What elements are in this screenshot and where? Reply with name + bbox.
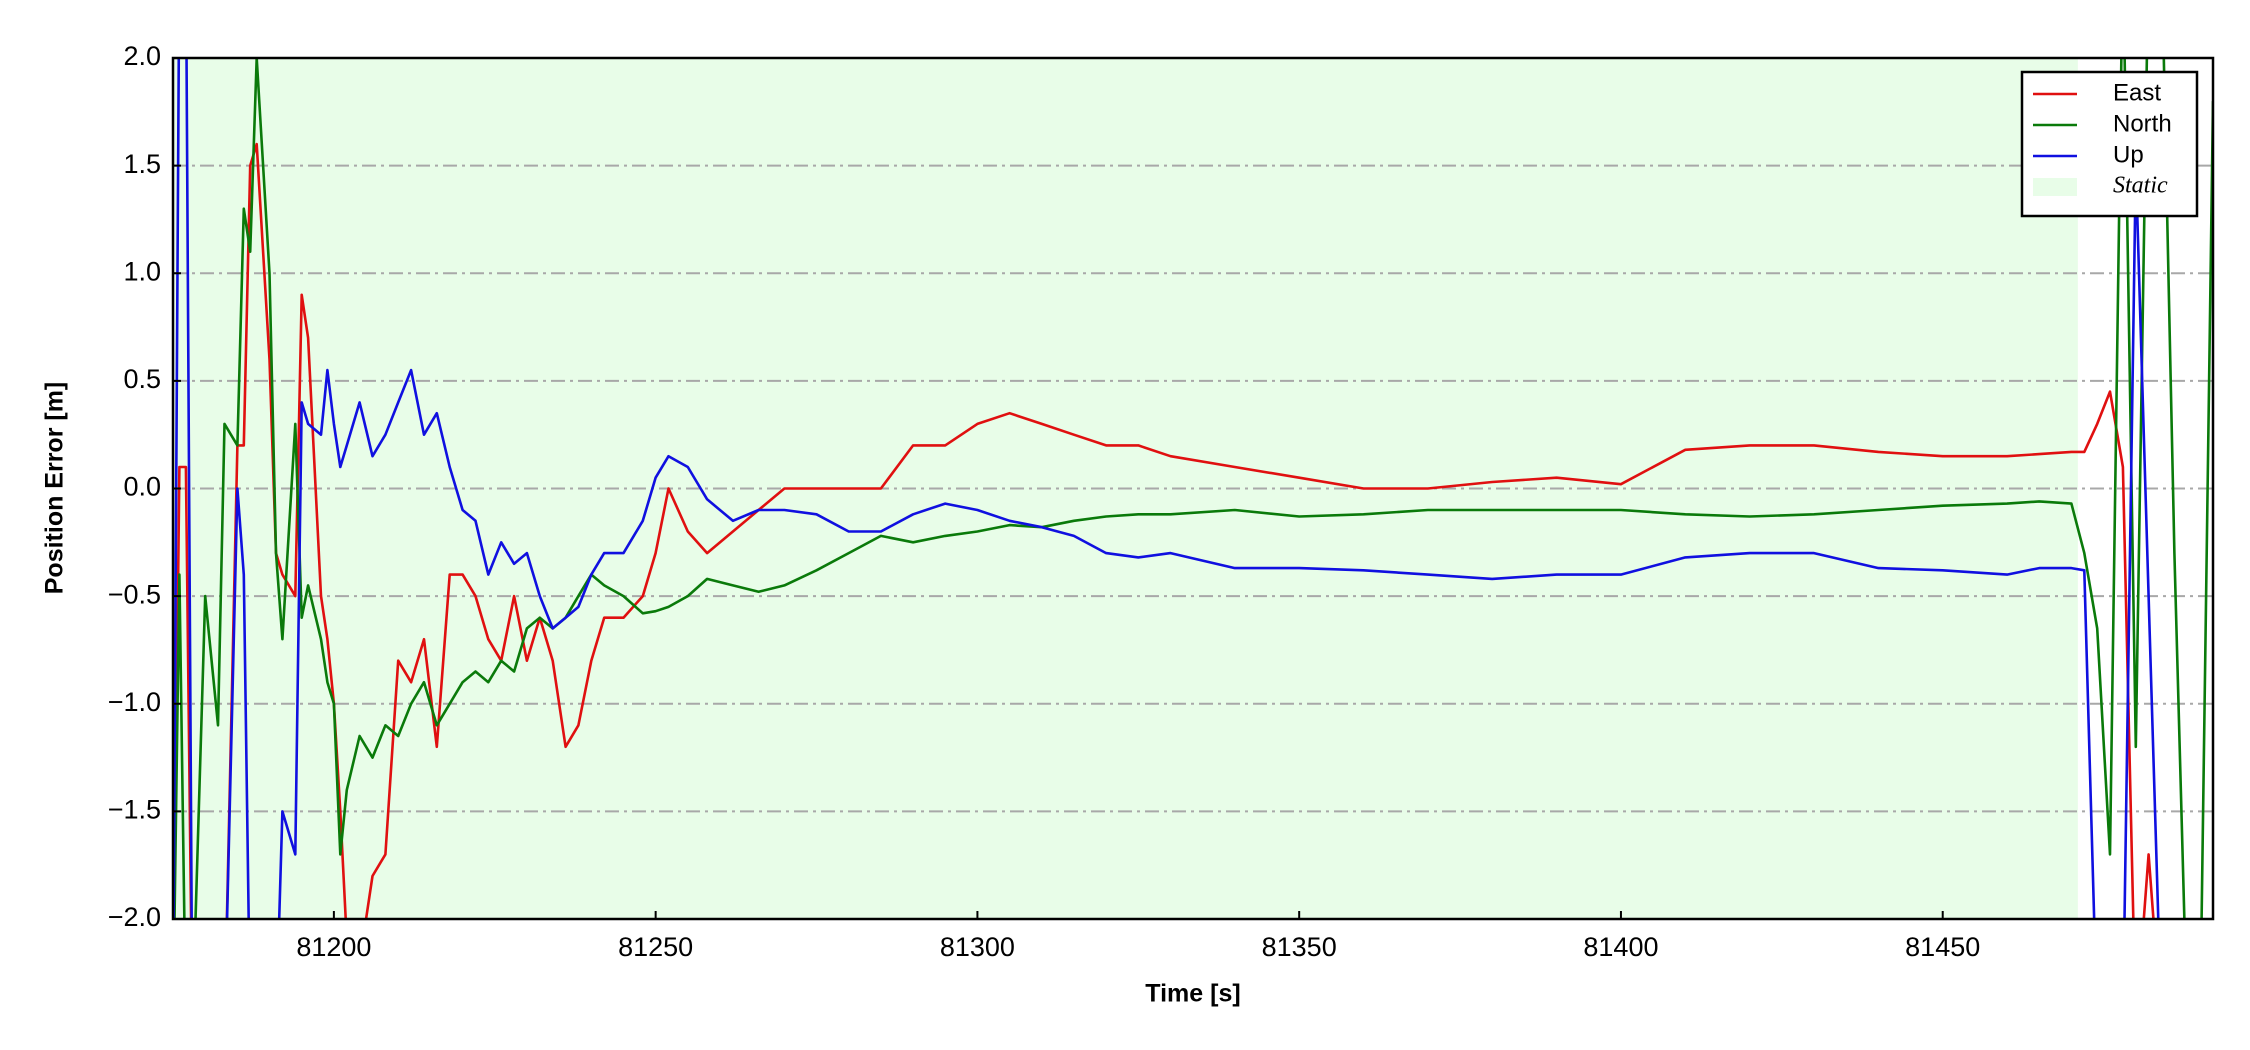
axes: −2.0 −1.5 −1.0 −0.5 0.0 0.5 1.0 1.5 2.0 81200 8125… [108, 41, 2215, 962]
series-line [173, 58, 2160, 919]
x-tick-label: 81300 [940, 932, 1015, 962]
legend-label: Up [2113, 141, 2144, 168]
plot-frame [171, 56, 2215, 921]
x-axis-label: Time [s] [1145, 980, 1240, 1008]
legend-label: Static [2113, 173, 2168, 199]
y-tick-label: 1.0 [123, 256, 161, 286]
y-tick-label: −2.0 [108, 902, 161, 932]
legend-label: North [2113, 110, 2172, 137]
y-axis-label: Position Error [m] [41, 382, 69, 595]
y-tick-label: −1.5 [108, 795, 161, 825]
grid [173, 164, 2213, 813]
series-line [173, 142, 2155, 919]
x-tick-label: 81400 [1583, 932, 1658, 962]
x-tick-label: 81250 [618, 932, 693, 962]
y-tick-label: −1.0 [108, 687, 161, 717]
legend-label: East [2113, 79, 2161, 106]
x-tick-label: 81350 [1262, 932, 1337, 962]
x-tick-label: 81450 [1905, 932, 1980, 962]
y-tick-label: 0.5 [123, 364, 161, 394]
y-tick-label: 0.0 [123, 472, 161, 502]
lines [173, 58, 2213, 919]
legend: East North Up Static [2020, 70, 2199, 218]
y-tick-label: −0.5 [108, 579, 161, 609]
legend-swatch [2033, 178, 2077, 196]
y-tick-label: 1.5 [123, 149, 161, 179]
y-tick-label: 2.0 [123, 41, 161, 71]
x-tick-label: 81200 [296, 932, 371, 962]
